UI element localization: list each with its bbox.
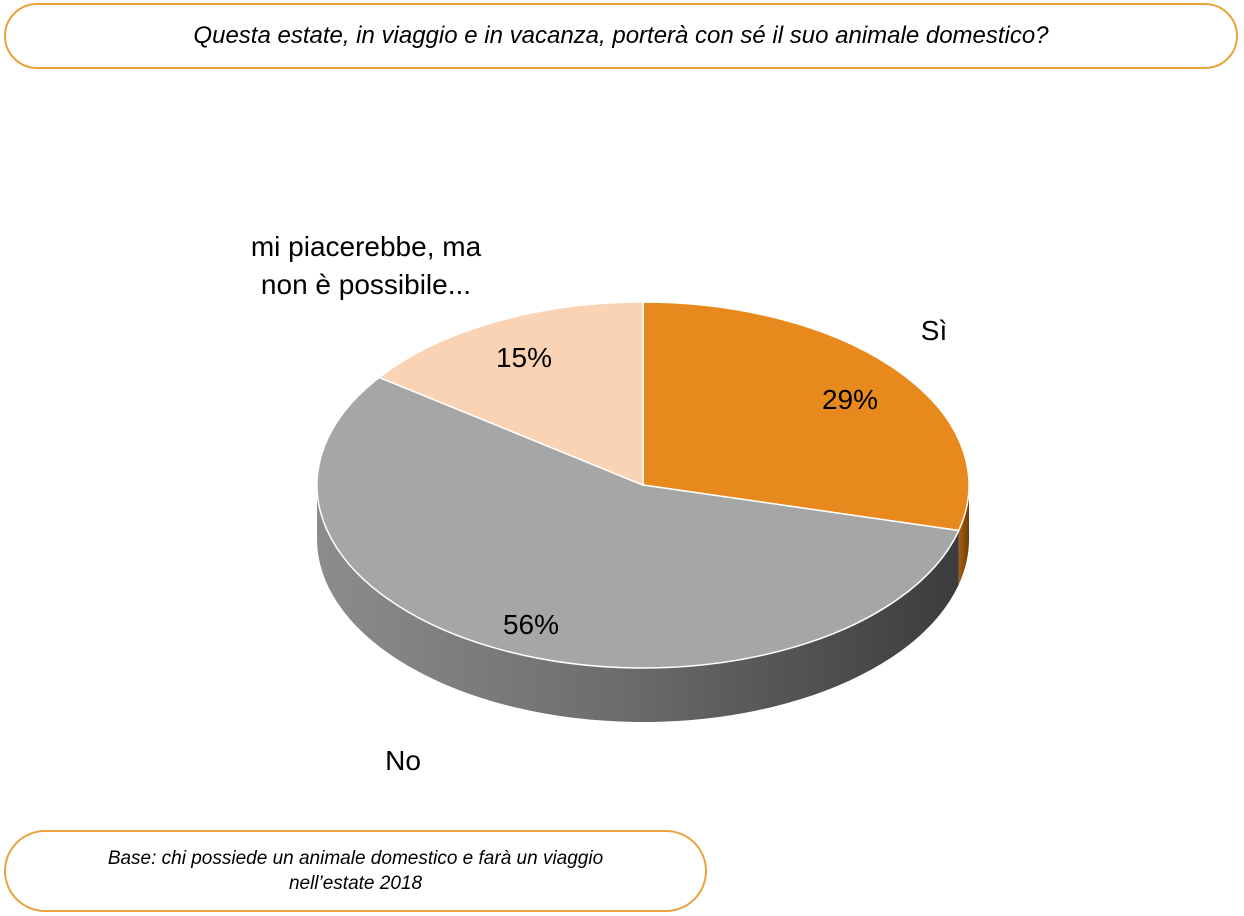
base-note-line2: nell’estate 2018	[288, 873, 423, 894]
category-label-1: No	[385, 745, 421, 776]
category-label-2-line0: mi piacerebbe, ma	[251, 231, 482, 262]
label-layer: 29% Sì 56% No 15% mi piacerebbe, ma non è poss…	[251, 231, 947, 776]
base-note-text: Base: chi possiede un animale domestico …	[46, 846, 666, 896]
pie-layer	[316, 301, 970, 722]
pie-side-1	[316, 485, 959, 722]
pie-slice-0	[642, 301, 970, 532]
value-label-2: 15%	[496, 342, 552, 373]
pie-slice-2	[377, 301, 644, 487]
question-box: Questa estate, in viaggio e in vacanza, …	[4, 3, 1238, 69]
question-text: Questa estate, in viaggio e in vacanza, …	[193, 22, 1049, 49]
base-note-line1: Base: chi possiede un animale domestico …	[107, 848, 604, 869]
value-label-1: 56%	[503, 609, 559, 640]
category-label-2-line1: non è possibile...	[261, 269, 471, 300]
base-note-box: Base: chi possiede un animale domestico …	[4, 830, 707, 912]
pie-slice-1	[316, 376, 960, 669]
value-label-0: 29%	[822, 384, 878, 415]
category-label-0: Sì	[921, 315, 947, 346]
